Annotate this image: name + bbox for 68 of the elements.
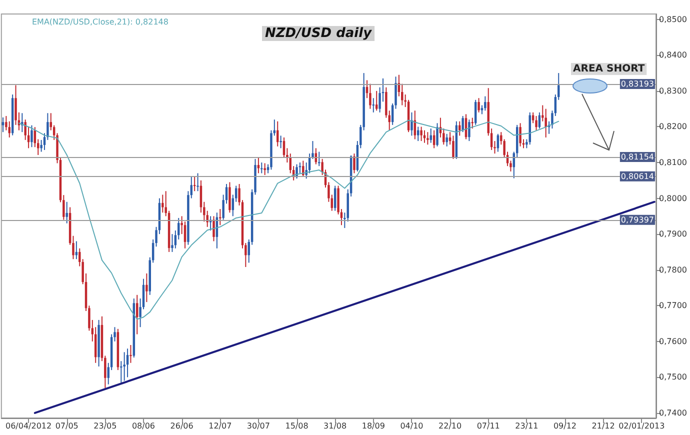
x-tick-label: 02/01/2013 [618, 422, 665, 430]
x-tick-label: 22/10 [438, 422, 462, 430]
candlestick [2, 116, 4, 133]
candlestick [468, 119, 470, 142]
candlestick [66, 201, 68, 224]
candlestick [171, 234, 174, 252]
candlestick [162, 194, 164, 214]
y-tick-label: 0,8200 [659, 122, 688, 132]
candlestick [535, 115, 538, 131]
candlestick [436, 122, 438, 147]
candlestick [302, 160, 304, 178]
candlestick [519, 122, 522, 147]
x-tick-label: 09/12 [553, 422, 577, 430]
annotation: AREA SHORT [573, 64, 645, 74]
y-tick-label: 0,8000 [659, 194, 688, 203]
x-tick-label: 31/08 [324, 422, 347, 430]
ref-line-label: 0,83193 [620, 80, 654, 89]
y-tick-label: 0,8500 [659, 14, 688, 24]
candlestick [462, 115, 464, 133]
x-tick-label: 04/10 [400, 422, 424, 430]
candlestick [426, 132, 429, 146]
text: NZD/USD daily [265, 26, 372, 41]
candlestick [280, 135, 282, 149]
candlestick [123, 352, 126, 382]
candlestick [130, 344, 132, 364]
candlestick [196, 172, 199, 192]
x-tick-label: 23/05 [94, 422, 117, 430]
y-tick-label: 0,7600 [659, 336, 688, 346]
x-tick-label: 07/05 [55, 422, 78, 430]
candlestick [228, 182, 231, 214]
y-tick-label: 0,7800 [659, 265, 688, 274]
y-tick-label: 0,7400 [659, 408, 688, 418]
x-tick-label: 06/04/2012 [5, 422, 52, 430]
candlestick [375, 90, 378, 112]
x-tick-label: 30/07 [246, 422, 270, 430]
x-tick-label: 23/11 [515, 422, 538, 430]
x-tick-label: 15/08 [285, 422, 308, 430]
candlestick [544, 108, 547, 138]
candlestick [484, 96, 486, 112]
ref-line-label: 0,81154 [620, 152, 654, 162]
y-tick-label: 0,7700 [659, 301, 688, 310]
candlestick [264, 162, 266, 176]
candlestick [30, 124, 33, 148]
candlestick [260, 162, 263, 174]
candlestick [446, 133, 448, 147]
candlestick [146, 272, 148, 303]
y-tick-label: 0,7500 [659, 372, 688, 382]
candlestick [369, 83, 372, 110]
ref-line-label: 0,79397 [620, 215, 654, 224]
x-tick-label: 07/11 [476, 422, 500, 430]
x-tick-label: 12/07 [208, 422, 232, 430]
y-tick-label: 0,8300 [659, 86, 688, 96]
y-tick-label: 0,8400 [659, 50, 688, 60]
x-tick-label: 21/12 [592, 422, 615, 430]
candlestick [420, 126, 422, 142]
y-tick-label: 0,7900 [659, 230, 688, 239]
candlestick [478, 98, 480, 113]
candlestick [136, 294, 138, 335]
ref-line-label: 0,80614 [620, 172, 654, 181]
candlestick [452, 135, 454, 160]
candlestick [353, 153, 356, 174]
candlestick [410, 112, 413, 136]
x-tick-label: 26/06 [170, 422, 194, 430]
x-tick-label: 08/06 [132, 422, 156, 430]
text: EMA(NZD/USD,Close,21): 0,82148 [32, 18, 168, 26]
x-tick-label: 18/09 [362, 422, 385, 430]
candlestick [212, 216, 215, 242]
y-tick-label: 0,8100 [659, 158, 688, 168]
